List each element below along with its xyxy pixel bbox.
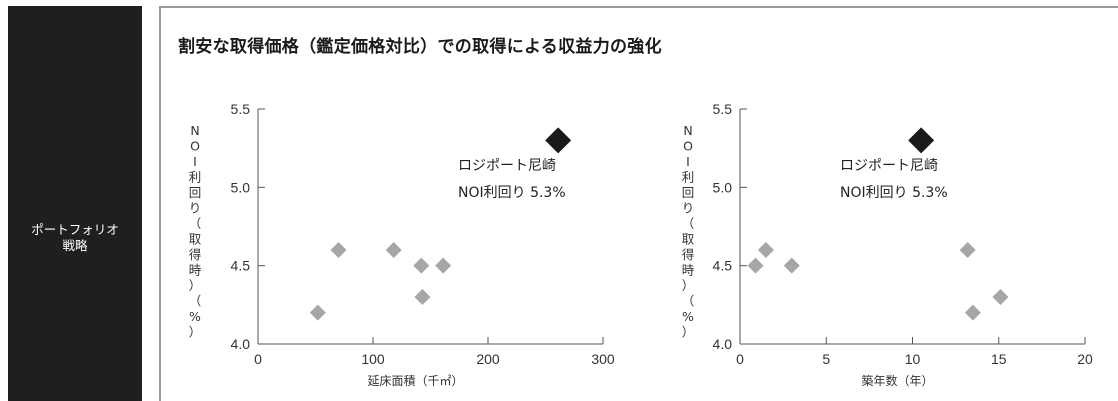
- data-point: [747, 257, 764, 274]
- x-tick-label: 5: [822, 351, 830, 367]
- x-tick-label: 10: [905, 351, 921, 367]
- data-point: [964, 304, 981, 321]
- data-point: [414, 289, 431, 305]
- data-point: [992, 289, 1009, 305]
- y-axis-label-char: 回: [682, 185, 695, 200]
- y-axis-label-char: N: [683, 123, 692, 138]
- highlight-point: [545, 127, 572, 154]
- y-tick-label: 5.5: [231, 101, 251, 117]
- sidebar-label-line2: 戦略: [62, 238, 88, 253]
- annotation-line2: NOI利回り 5.3%: [840, 185, 948, 201]
- sidebar-label-line1: ポートフォリオ: [31, 222, 119, 237]
- y-axis-label-char: %: [682, 309, 694, 324]
- y-axis-label-char: ）: [189, 278, 202, 293]
- y-axis-label-char: %: [189, 309, 201, 324]
- y-axis-label-char: ）: [682, 278, 695, 293]
- y-axis-label-char: （: [682, 294, 695, 309]
- y-tick-label: 4.0: [713, 336, 733, 352]
- data-point: [385, 242, 402, 258]
- x-tick-label: 0: [254, 351, 262, 367]
- annotation-line1: ロジポート尼崎: [840, 158, 938, 174]
- x-axis-label: 延床面積（千㎡）: [367, 373, 463, 388]
- y-axis-label-char: 利: [189, 170, 202, 185]
- x-tick-label: 20: [1077, 351, 1093, 367]
- y-axis-label-char: 取: [682, 232, 695, 247]
- y-tick-label: 5.5: [713, 101, 733, 117]
- y-axis-label-char: O: [683, 139, 693, 154]
- y-tick-label: 5.0: [713, 179, 733, 195]
- y-axis-label-char: 時: [682, 263, 695, 278]
- annotation-line1: ロジポート尼崎: [458, 158, 556, 174]
- y-axis-label-char: （: [189, 294, 202, 309]
- y-tick-label: 4.5: [713, 258, 733, 274]
- x-tick-label: 200: [476, 351, 500, 367]
- y-axis-label-char: 回: [189, 185, 202, 200]
- annotation-line2: NOI利回り 5.3%: [458, 185, 566, 201]
- y-axis-label-char: 取: [189, 232, 202, 247]
- sidebar: ポートフォリオ 戦略: [8, 6, 142, 401]
- x-tick-label: 15: [991, 351, 1007, 367]
- y-axis-label-char: ）: [682, 325, 695, 340]
- y-axis-label-char: （: [189, 216, 202, 231]
- page-title: 割安な取得価格（鑑定価格対比）での取得による収益力の強化: [178, 37, 662, 57]
- data-point: [435, 257, 452, 274]
- y-tick-label: 5.0: [231, 179, 251, 195]
- x-tick-label: 0: [736, 351, 744, 367]
- y-axis-label-char: I: [686, 154, 690, 169]
- y-axis-label-char: ）: [189, 325, 202, 340]
- data-point: [757, 242, 774, 258]
- data-point: [413, 257, 430, 274]
- y-axis-label-char: I: [193, 154, 197, 169]
- sidebar-label: ポートフォリオ 戦略: [8, 222, 142, 254]
- y-axis-label-char: 得: [682, 247, 695, 262]
- x-tick-label: 100: [361, 351, 385, 367]
- data-point: [959, 242, 976, 258]
- y-axis-label-char: O: [190, 139, 200, 154]
- y-tick-label: 4.5: [231, 258, 251, 274]
- y-axis-label-char: 時: [189, 263, 202, 278]
- data-point: [330, 242, 347, 258]
- data-point: [309, 304, 326, 321]
- y-axis-label-char: 利: [682, 170, 695, 185]
- content-panel: [159, 6, 1118, 401]
- data-point: [783, 257, 800, 274]
- y-axis-label-char: り: [682, 201, 695, 216]
- y-axis-label-char: 得: [189, 247, 202, 262]
- y-axis-label-char: （: [682, 216, 695, 231]
- x-tick-label: 300: [591, 351, 615, 367]
- highlight-point: [908, 127, 935, 154]
- y-axis-label-char: N: [190, 123, 199, 138]
- x-axis-label: 築年数（年）: [861, 373, 933, 388]
- y-tick-label: 4.0: [231, 336, 251, 352]
- y-axis-label-char: り: [189, 201, 202, 216]
